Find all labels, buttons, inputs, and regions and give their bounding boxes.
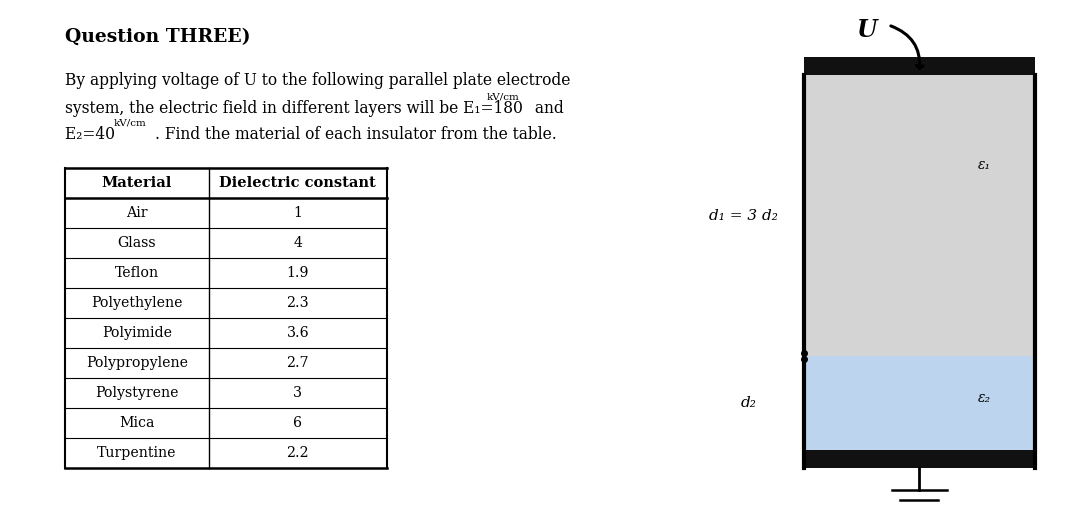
Text: Mica: Mica [119,416,154,430]
Text: Teflon: Teflon [114,266,159,280]
Bar [804,450,1035,468]
Text: 3: 3 [294,386,302,400]
Bar [804,75,1035,356]
Text: kV/cm: kV/cm [487,93,519,102]
Text: d₂: d₂ [741,396,756,410]
Text: Material: Material [102,176,172,190]
Text: By applying voltage of U to the following parallel plate electrode: By applying voltage of U to the followin… [65,72,570,89]
Text: Polyethylene: Polyethylene [91,296,183,310]
Text: 2.3: 2.3 [286,296,309,310]
Bar [804,57,1035,75]
Text: 2.2: 2.2 [286,446,309,460]
Bar [804,356,1035,450]
Text: d₁ = 3 d₂: d₁ = 3 d₂ [708,208,778,223]
Text: E₂=40: E₂=40 [65,126,120,143]
Text: . Find the material of each insulator from the table.: . Find the material of each insulator fr… [154,126,556,143]
Text: system, the electric field in different layers will be E₁=180: system, the electric field in different … [65,100,527,117]
Text: 3.6: 3.6 [286,326,309,340]
Text: Polyimide: Polyimide [102,326,172,340]
Text: 2.7: 2.7 [286,356,309,370]
Text: Air: Air [126,206,148,220]
Text: Dielectric constant: Dielectric constant [219,176,376,190]
Text: and: and [530,100,564,117]
Text: kV/cm: kV/cm [113,119,147,128]
Text: Turpentine: Turpentine [97,446,177,460]
Text: 1.9: 1.9 [286,266,309,280]
Text: U: U [855,18,877,42]
Text: 6: 6 [294,416,302,430]
Text: ε₂: ε₂ [977,391,990,406]
Text: 1: 1 [294,206,302,220]
Text: Glass: Glass [118,236,157,250]
Text: Question THREE): Question THREE) [65,28,251,46]
Text: Polystyrene: Polystyrene [95,386,178,400]
Text: Polypropylene: Polypropylene [86,356,188,370]
Text: ε₁: ε₁ [977,158,990,172]
Text: 4: 4 [294,236,302,250]
